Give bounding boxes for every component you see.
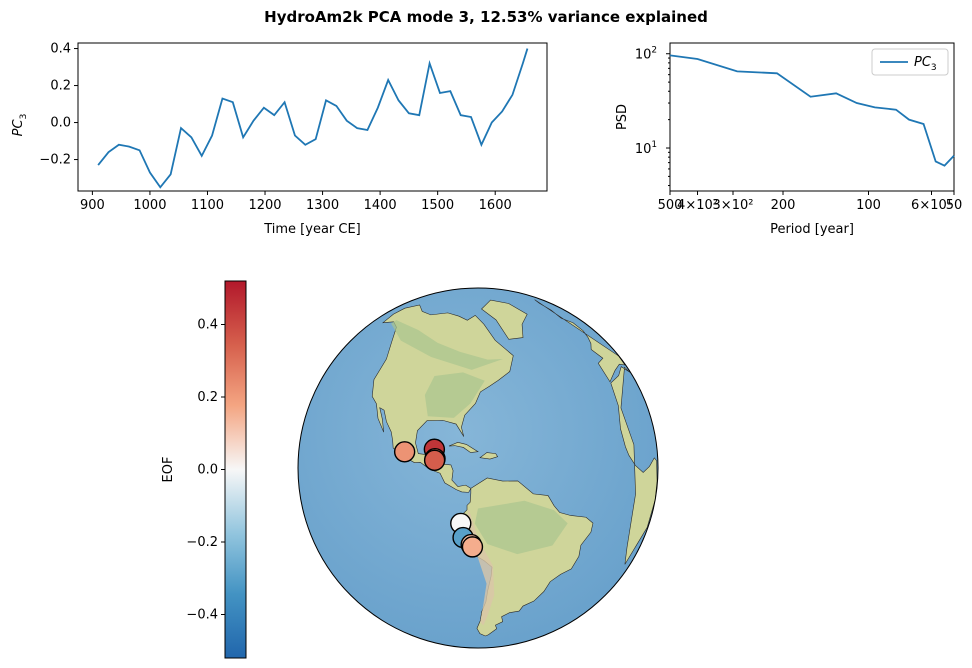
- psd-x-tick-label: 200: [771, 198, 796, 213]
- africa-landmass: [610, 366, 658, 565]
- colorbar-tick-label: 0.4: [197, 318, 218, 333]
- x-tick-label: 1000: [133, 198, 166, 213]
- pc-series-line: [97, 48, 529, 189]
- cuba-island: [448, 442, 479, 453]
- psd-x-axis-label: Period [year]: [770, 222, 854, 237]
- psd-x-tick-label: 50: [946, 198, 963, 213]
- psd-y-axis-label: PSD: [615, 104, 630, 130]
- y-tick-label: 0.4: [50, 42, 71, 57]
- globe-outline: [297, 287, 659, 649]
- psd-series-line: [669, 54, 955, 167]
- x-tick-label: 1600: [479, 198, 512, 213]
- eof-site-marker: [423, 449, 446, 471]
- colorbar-tick-label: 0.2: [197, 390, 218, 405]
- legend-label: PC3: [914, 55, 937, 73]
- x-tick-label: 900: [80, 198, 105, 213]
- colorbar-tick-label: −0.2: [186, 535, 218, 550]
- psd-x-tick-label: 100: [856, 198, 881, 213]
- psd-legend: PC3: [871, 48, 949, 76]
- y-tick-label: 0.2: [50, 79, 71, 94]
- legend-box: [871, 48, 949, 76]
- psd-x-tick-label: 4×10²: [677, 198, 718, 213]
- psd-x-tick-label: 3×10²: [713, 198, 754, 213]
- colorbar-label: EOF: [161, 457, 176, 483]
- x-tick-label: 1300: [306, 198, 339, 213]
- psd-axes-frame: [669, 42, 955, 192]
- axes-frame: [77, 42, 548, 192]
- psd-x-tick-label: 500: [658, 198, 683, 213]
- y-axis-label: PC3: [11, 114, 29, 137]
- eof-site-marker: [393, 441, 416, 463]
- eof-site-marker: [461, 536, 484, 558]
- greenland-landmass: [481, 299, 528, 340]
- psd-y-tick-label: 102: [635, 46, 657, 63]
- amazon-forest-tint: [474, 500, 568, 555]
- colorbar-tick-label: 0.0: [197, 463, 218, 478]
- eof-colorbar: −0.4 −0.2 0.0 0.2 0.4 EOF: [161, 280, 247, 659]
- x-tick-label: 1100: [191, 198, 224, 213]
- europe-landmass: [534, 299, 626, 383]
- colorbar-tick-label: −0.4: [186, 608, 218, 623]
- psd-y-tick-label: 101: [635, 140, 657, 157]
- figure-title: HydroAm2k PCA mode 3, 12.53% variance ex…: [264, 8, 708, 26]
- eof-map: [297, 287, 659, 649]
- psd-x-tick-label: 6×10¹: [911, 198, 952, 213]
- x-tick-label: 1500: [421, 198, 454, 213]
- colorbar-gradient: [224, 280, 247, 659]
- x-axis-label: Time [year CE]: [263, 222, 361, 237]
- y-tick-label: −0.2: [39, 153, 71, 168]
- eastern-forest-tint: [424, 372, 485, 418]
- y-tick-label: 0.0: [50, 116, 71, 131]
- x-tick-label: 1400: [364, 198, 397, 213]
- x-tick-label: 1200: [248, 198, 281, 213]
- pc-timeseries-chart: 900 1000 1100 1200 1300 1400 1500 1600 −0.2 0.0 0.…: [11, 42, 548, 237]
- hispaniola-island: [479, 452, 499, 460]
- boreal-forest-tint: [391, 320, 503, 370]
